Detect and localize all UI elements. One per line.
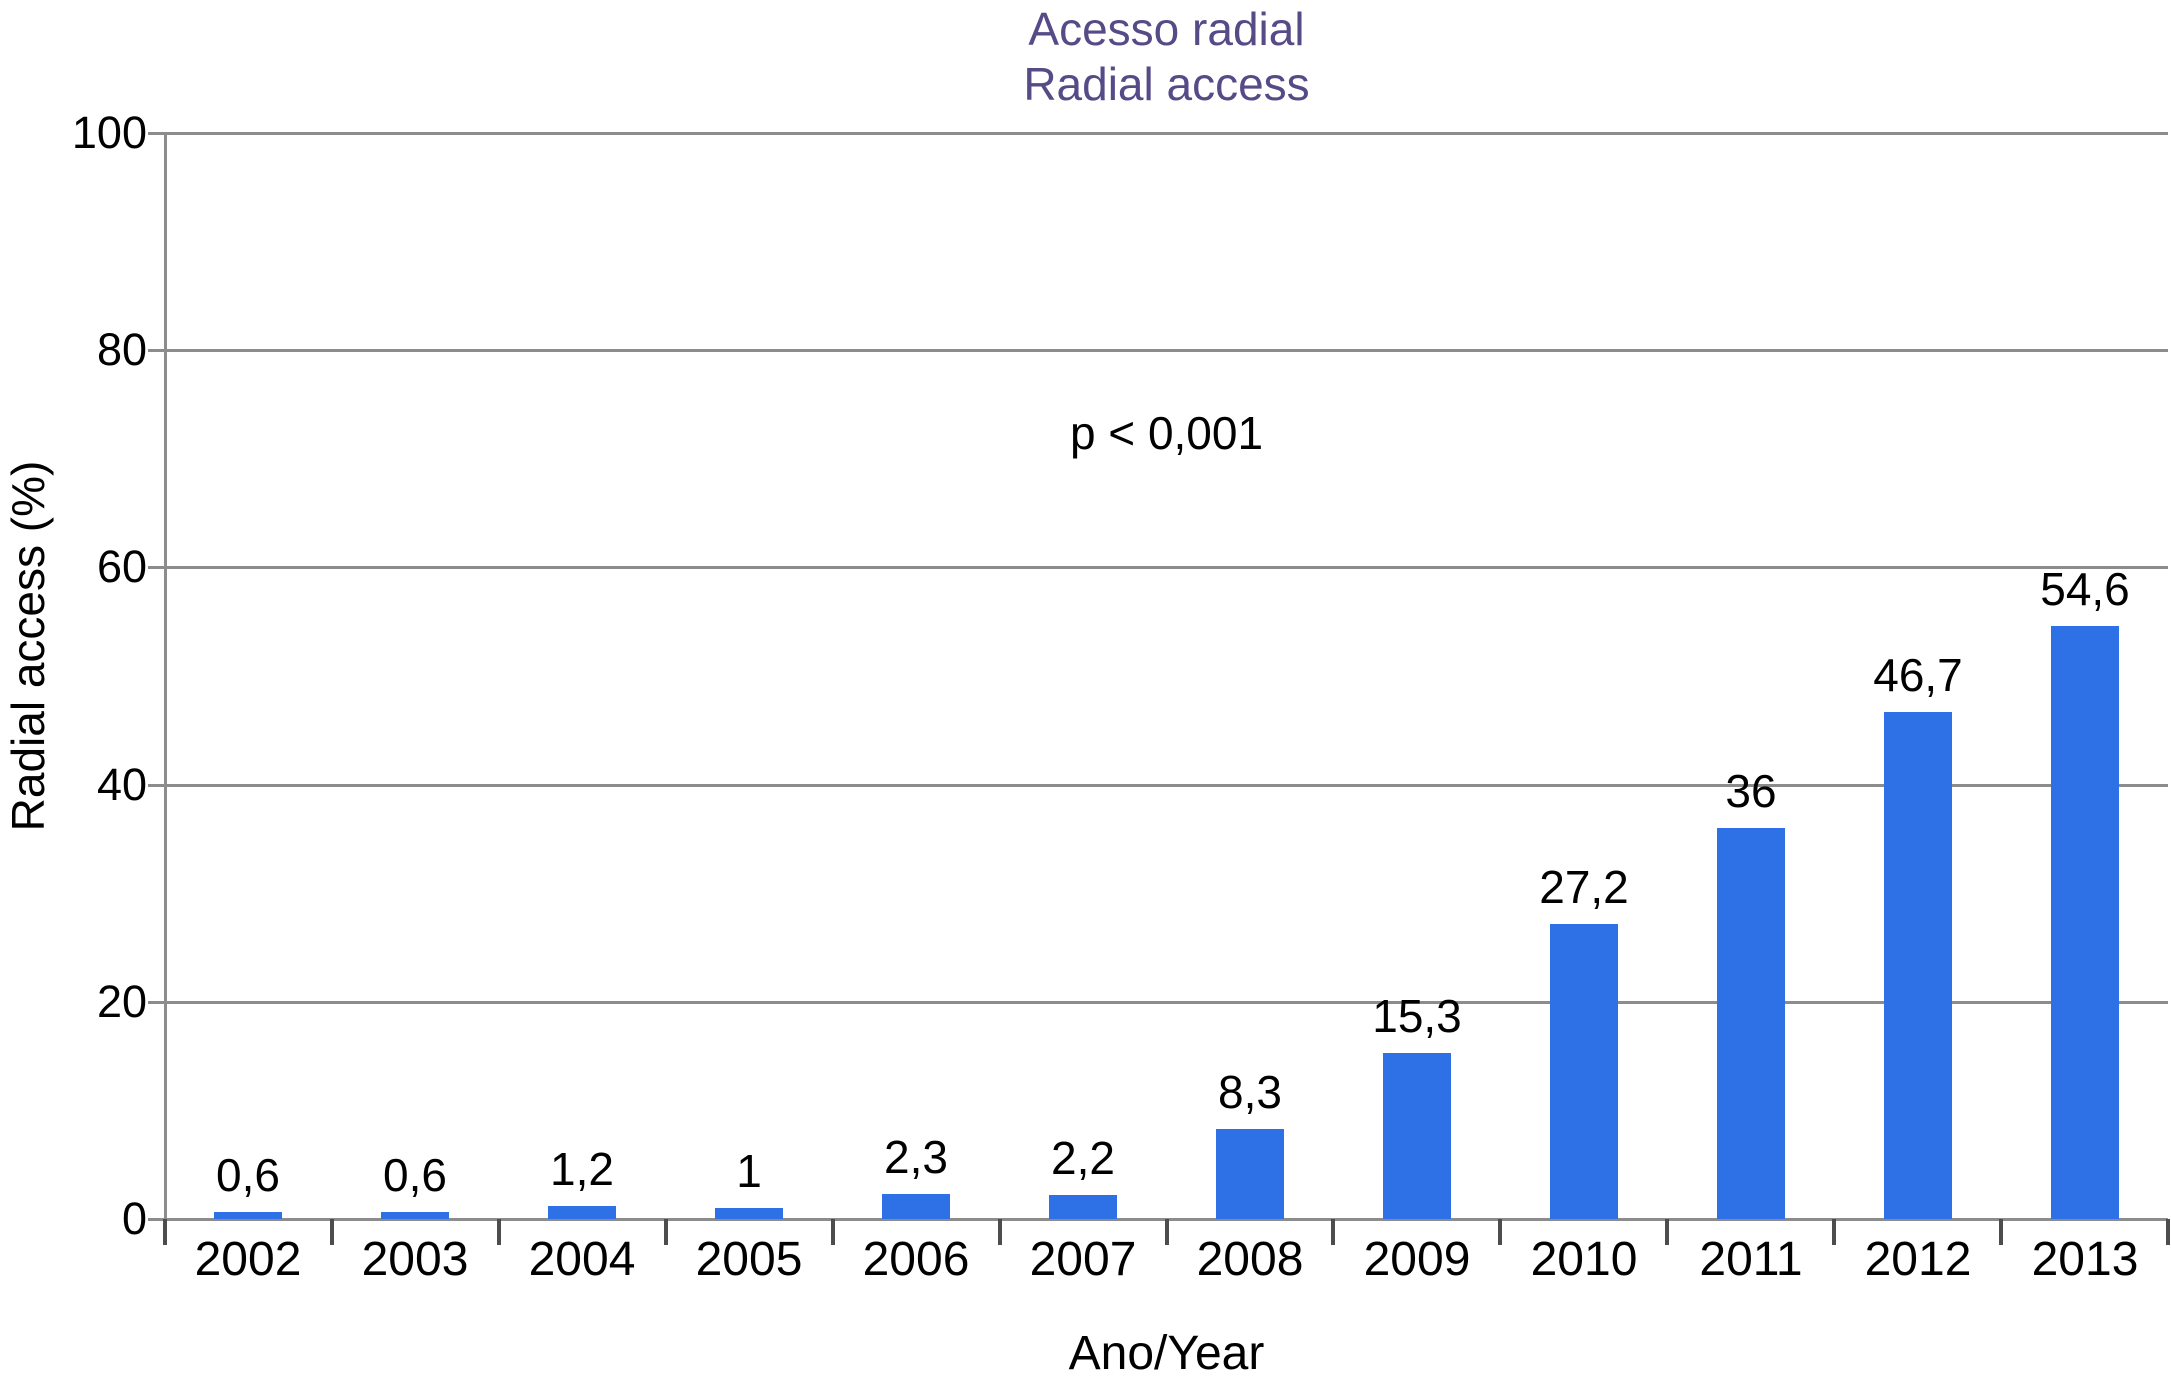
x-tick <box>1498 1219 1502 1245</box>
x-category-label-2004: 2004 <box>528 1233 636 1286</box>
x-category-label-2006: 2006 <box>862 1233 970 1286</box>
bar-2010 <box>1550 924 1618 1219</box>
y-axis-title: Radial access (%) <box>2 460 54 832</box>
y-tick-label: 40 <box>96 759 147 810</box>
y-tick-0 <box>148 1218 165 1221</box>
y-tick-label: 100 <box>71 107 147 158</box>
x-tick <box>831 1219 835 1245</box>
bar-2002 <box>214 1212 282 1219</box>
x-category-label-2013: 2013 <box>2031 1233 2139 1286</box>
bar-value-2002: 0,6 <box>216 1149 280 1201</box>
x-category-label-2011: 2011 <box>1699 1233 1803 1286</box>
bar-2012 <box>1884 712 1952 1219</box>
x-tick <box>1999 1219 2003 1245</box>
bar-value-2006: 2,3 <box>884 1131 948 1183</box>
bar-2005 <box>715 1208 783 1219</box>
bar-2006 <box>882 1194 950 1219</box>
y-tick-60 <box>148 566 165 569</box>
bar-2008 <box>1216 1129 1284 1219</box>
y-tick-100 <box>148 132 165 135</box>
p-value-annotation: p < 0,001 <box>1069 407 1264 459</box>
x-tick <box>1665 1219 1669 1245</box>
y-tick-label: 60 <box>96 541 147 592</box>
x-category-label-2008: 2008 <box>1196 1233 1304 1286</box>
x-tick <box>497 1219 501 1245</box>
x-tick <box>998 1219 1002 1245</box>
y-tick-label: 0 <box>121 1193 147 1244</box>
bar-value-2011: 36 <box>1725 765 1777 817</box>
bar-value-2007: 2,2 <box>1051 1132 1115 1184</box>
x-tick <box>2166 1219 2170 1245</box>
y-axis-line <box>164 133 167 1219</box>
y-tick-label: 20 <box>96 976 147 1027</box>
x-tick <box>163 1219 167 1245</box>
bar-value-2005: 1 <box>736 1145 762 1197</box>
bar-value-2004: 1,2 <box>550 1143 614 1195</box>
bar-value-2010: 27,2 <box>1539 861 1629 913</box>
x-tick <box>1832 1219 1836 1245</box>
x-category-label-2002: 2002 <box>194 1233 302 1286</box>
bar-value-2003: 0,6 <box>383 1149 447 1201</box>
y-tick-80 <box>148 349 165 352</box>
chart-title: Acesso radial Radial access <box>165 2 2168 112</box>
y-tick-label: 80 <box>96 324 147 375</box>
x-category-label-2010: 2010 <box>1530 1233 1638 1286</box>
x-tick <box>330 1219 334 1245</box>
x-tick <box>664 1219 668 1245</box>
gridline-80 <box>165 349 2168 352</box>
x-category-label-2005: 2005 <box>695 1233 803 1286</box>
bar-2009 <box>1383 1053 1451 1219</box>
gridline-40 <box>165 784 2168 787</box>
x-category-label-2007: 2007 <box>1029 1233 1137 1286</box>
x-category-label-2009: 2009 <box>1363 1233 1471 1286</box>
bar-2013 <box>2051 626 2119 1219</box>
gridline-100 <box>165 132 2168 135</box>
bar-2003 <box>381 1212 449 1219</box>
gridline-20 <box>165 1001 2168 1004</box>
bar-2004 <box>548 1206 616 1219</box>
bar-value-2008: 8,3 <box>1218 1066 1282 1118</box>
bar-value-2012: 46,7 <box>1873 649 1963 701</box>
x-axis-title: Ano/Year <box>1068 1327 1265 1380</box>
bar-2011 <box>1717 828 1785 1219</box>
chart-title-line-pt: Acesso radial <box>1028 3 1305 55</box>
x-tick <box>1331 1219 1335 1245</box>
y-tick-40 <box>148 784 165 787</box>
bar-value-2009: 15,3 <box>1372 990 1462 1042</box>
x-category-label-2003: 2003 <box>361 1233 469 1286</box>
x-tick <box>1165 1219 1169 1245</box>
bar-value-2013: 54,6 <box>2040 563 2130 615</box>
y-tick-20 <box>148 1001 165 1004</box>
x-category-label-2012: 2012 <box>1864 1233 1972 1286</box>
bar-2007 <box>1049 1195 1117 1219</box>
chart-title-line-en: Radial access <box>1023 58 1310 110</box>
gridline-60 <box>165 566 2168 569</box>
